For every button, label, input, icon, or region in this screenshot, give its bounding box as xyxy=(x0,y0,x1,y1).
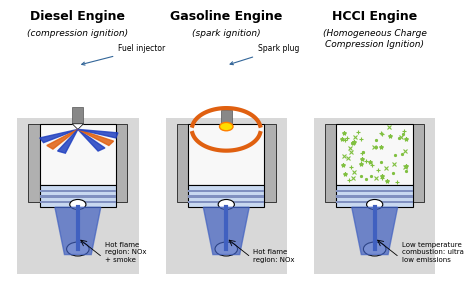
Bar xyxy=(72,107,83,124)
Bar xyxy=(28,124,40,202)
Circle shape xyxy=(70,200,86,210)
Circle shape xyxy=(218,200,234,210)
Polygon shape xyxy=(40,129,78,143)
FancyBboxPatch shape xyxy=(17,118,138,274)
Circle shape xyxy=(219,123,233,131)
Bar xyxy=(337,201,413,203)
Text: (Homogeneous Charge
Compression Ignition): (Homogeneous Charge Compression Ignition… xyxy=(323,29,427,49)
Bar xyxy=(337,185,413,207)
Bar xyxy=(337,124,413,185)
Circle shape xyxy=(215,242,237,256)
Circle shape xyxy=(366,200,383,210)
Polygon shape xyxy=(352,207,398,255)
Bar xyxy=(40,185,116,207)
Text: Hot flame
region: NOx: Hot flame region: NOx xyxy=(253,250,295,263)
Bar xyxy=(337,195,413,198)
Bar xyxy=(177,124,188,202)
Bar xyxy=(264,124,276,202)
Polygon shape xyxy=(78,129,118,138)
Polygon shape xyxy=(72,124,83,129)
Text: Low temperature
combustion: ultra
low emissions: Low temperature combustion: ultra low em… xyxy=(401,242,464,263)
Bar xyxy=(40,201,116,203)
Circle shape xyxy=(364,242,386,256)
Bar xyxy=(188,195,264,198)
Circle shape xyxy=(67,242,89,256)
Text: Hot flame
region: NOx
+ smoke: Hot flame region: NOx + smoke xyxy=(105,242,146,263)
Polygon shape xyxy=(78,129,105,151)
Bar xyxy=(116,124,128,202)
Text: Diesel Engine: Diesel Engine xyxy=(30,10,125,23)
Bar xyxy=(413,124,424,202)
Text: (compression ignition): (compression ignition) xyxy=(27,29,128,38)
Text: (spark ignition): (spark ignition) xyxy=(192,29,261,38)
Polygon shape xyxy=(55,207,101,255)
Text: Spark plug: Spark plug xyxy=(230,44,299,65)
Text: HCCI Engine: HCCI Engine xyxy=(332,10,417,23)
Bar xyxy=(188,190,264,192)
Polygon shape xyxy=(203,207,249,255)
Text: Gasoline Engine: Gasoline Engine xyxy=(170,10,283,23)
Bar xyxy=(188,185,264,207)
Bar xyxy=(337,190,413,192)
FancyBboxPatch shape xyxy=(165,118,287,274)
Polygon shape xyxy=(58,129,78,153)
Bar xyxy=(40,124,116,185)
Bar xyxy=(40,195,116,198)
Bar xyxy=(40,190,116,192)
Polygon shape xyxy=(47,129,78,149)
Bar xyxy=(188,124,264,185)
Bar xyxy=(325,124,337,202)
Bar xyxy=(188,201,264,203)
FancyBboxPatch shape xyxy=(314,118,436,274)
Text: Fuel injector: Fuel injector xyxy=(82,44,165,65)
Polygon shape xyxy=(78,129,114,146)
Bar xyxy=(220,110,232,124)
